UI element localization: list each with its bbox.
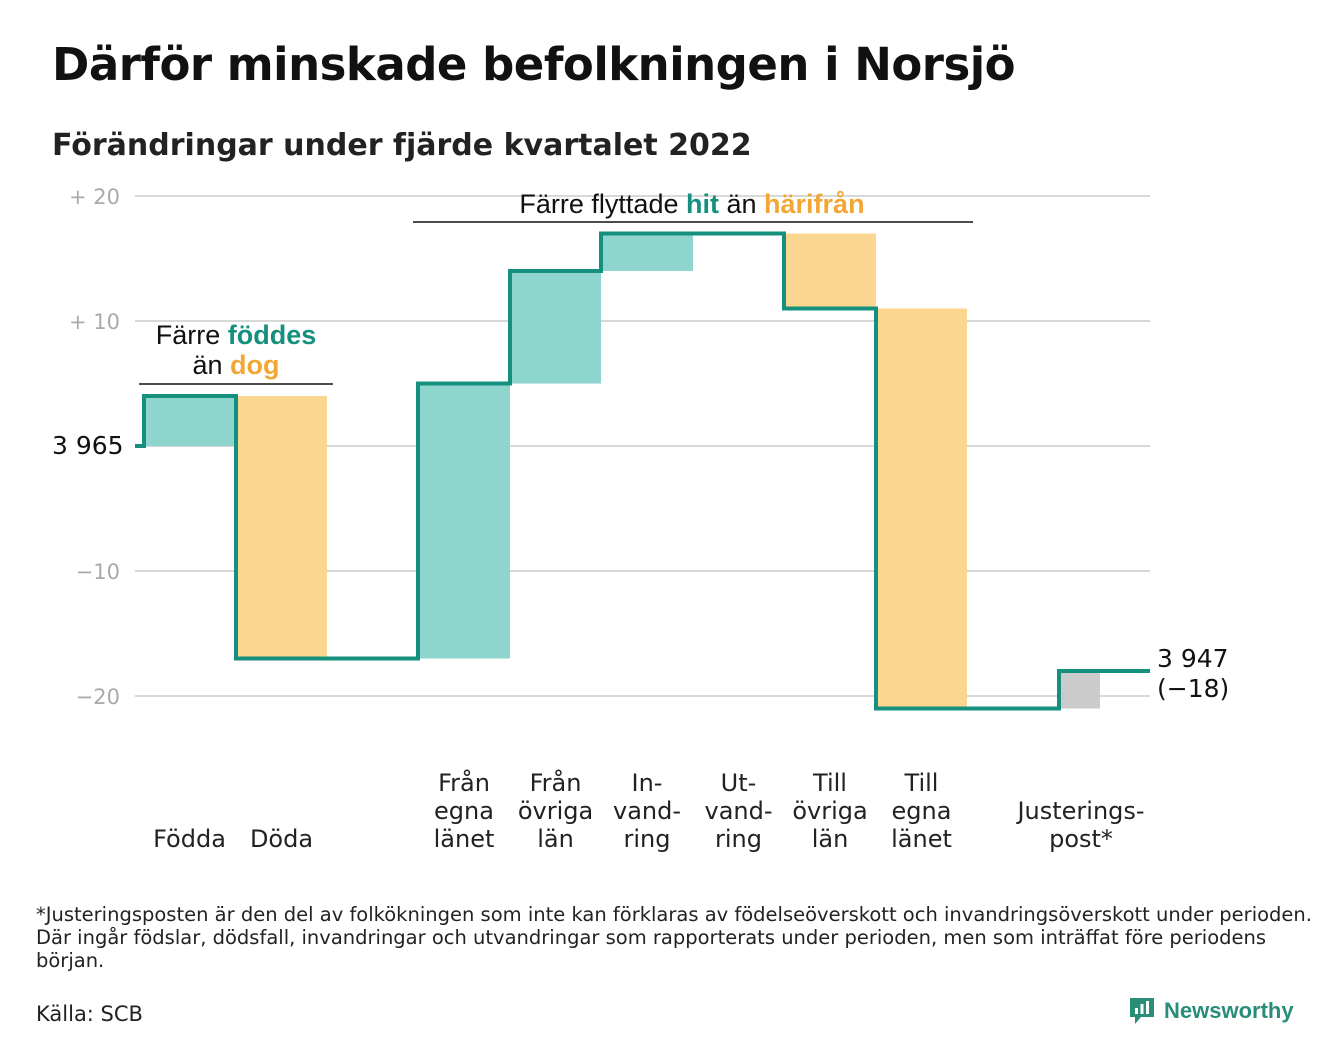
bar-fran-egna-lanet xyxy=(418,383,510,659)
category-label-justeringspost: Justerings-post* xyxy=(1015,797,1144,853)
category-label-line: In- xyxy=(632,769,663,797)
category-label-line: vand- xyxy=(704,797,772,825)
category-label-utvandring: Ut-vand-ring xyxy=(704,769,772,853)
annotation-part: föddes xyxy=(228,320,317,350)
category-label-line: egna xyxy=(434,797,494,825)
category-label-line: Till xyxy=(812,769,847,797)
chart-subtitle: Förändringar under fjärde kvartalet 2022 xyxy=(52,128,752,163)
category-label-invandring: In-vand-ring xyxy=(613,769,681,853)
bar-fodda xyxy=(144,396,235,446)
category-label-line: Justerings- xyxy=(1015,797,1144,825)
annotation-births-deaths: Färre föddes än dog xyxy=(156,320,317,380)
y-tick-label: + 10 xyxy=(69,310,120,334)
annotation-part: dog xyxy=(230,350,279,380)
start-value-label: 3 965 xyxy=(52,431,124,460)
category-label-line: Från xyxy=(530,768,582,797)
category-label-line: Till xyxy=(904,769,939,797)
category-label-line: länet xyxy=(891,825,952,853)
category-label-fodda: Födda xyxy=(153,825,226,853)
y-tick-label: + 20 xyxy=(69,185,120,209)
category-label-line: ring xyxy=(624,825,671,853)
end-change-label: (−18) xyxy=(1157,674,1229,703)
annotation-migration: Färre flyttade hit än härifrån xyxy=(519,189,864,219)
waterfall-chart: + 20 + 10 −10 −20 3 965 3 947(−18) Födda Döda Fr… xyxy=(52,185,1229,853)
category-label-line: ring xyxy=(715,825,762,853)
bar-invandring xyxy=(601,233,693,271)
source-note: Källa: SCB xyxy=(36,1002,143,1026)
bar-justeringspost xyxy=(1059,671,1100,709)
brand: Newsworthy xyxy=(1128,996,1294,1026)
chart-title: Därför minskade befolkningen i Norsjö xyxy=(52,38,1016,91)
category-label-line: län xyxy=(537,825,574,853)
category-label-line: egna xyxy=(892,797,952,825)
bar-doda xyxy=(236,396,327,659)
category-label-line: Födda xyxy=(153,825,226,853)
category-label-fran-egna-lanet: Från egna länet xyxy=(434,768,495,853)
category-label-line: post* xyxy=(1049,825,1113,853)
category-label-till-egna-lanet: Till egna länet xyxy=(891,769,952,853)
category-label-line: Döda xyxy=(250,825,313,853)
category-label-line: Från xyxy=(438,768,490,797)
category-label-fran-ovriga-lan: Från övriga län xyxy=(518,768,593,853)
category-label-line: länet xyxy=(434,825,495,853)
annotation-part: än xyxy=(192,350,230,380)
newsworthy-logo-icon xyxy=(1130,998,1154,1024)
running-total-line xyxy=(135,231,1150,711)
annotation-part: Färre xyxy=(156,320,228,350)
category-label-doda: Döda xyxy=(250,825,313,853)
category-label-line: län xyxy=(812,825,849,853)
y-tick-label: −20 xyxy=(76,685,120,709)
bar-fran-ovriga-lan xyxy=(510,271,601,384)
annotation-part: hit xyxy=(686,189,719,219)
annotation-part: Färre flyttade xyxy=(519,189,686,219)
category-label-line: övriga xyxy=(792,797,867,825)
y-tick-label: −10 xyxy=(76,560,120,584)
bar-till-ovriga-lan xyxy=(784,233,876,309)
annotation-part: än xyxy=(719,189,764,219)
footnote: *Justeringsposten är den del av folkökni… xyxy=(36,903,1312,972)
annotation-part: härifrån xyxy=(764,189,865,219)
end-value-label: 3 947 xyxy=(1157,644,1229,673)
category-label-till-ovriga-lan: Till övriga län xyxy=(792,769,867,853)
category-label-line: vand- xyxy=(613,797,681,825)
category-label-line: övriga xyxy=(518,797,593,825)
bar-till-egna-lanet xyxy=(876,308,967,709)
brand-name: Newsworthy xyxy=(1164,998,1294,1023)
category-label-line: Ut- xyxy=(721,769,757,797)
